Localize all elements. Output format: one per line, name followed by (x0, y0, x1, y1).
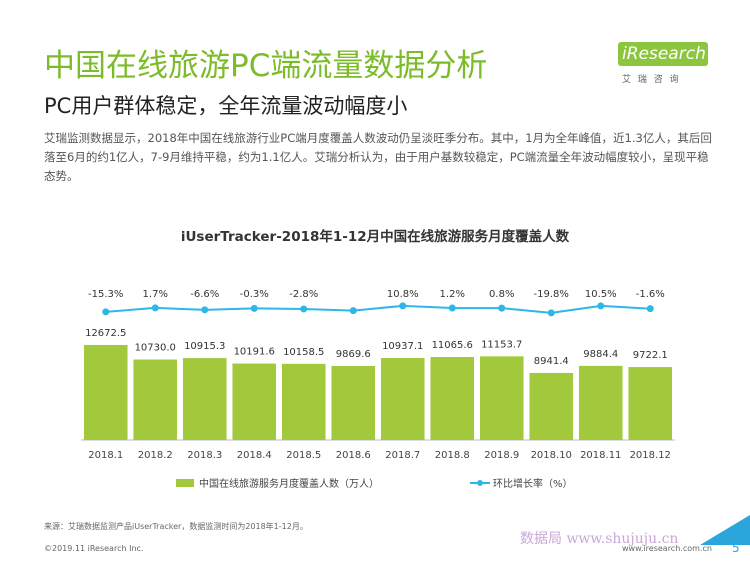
x-tick-label: 2018.10 (531, 450, 572, 461)
legend-swatch (176, 479, 194, 487)
x-tick-label: 2018.8 (435, 450, 470, 461)
line-marker (151, 304, 159, 312)
chart-title: iUserTracker-2018年1-12月中国在线旅游服务月度覆盖人数 (181, 228, 570, 245)
line-label: -15.3% (88, 289, 123, 300)
page-number: 5 (732, 541, 740, 555)
bar-label: 9869.6 (336, 349, 371, 360)
line-label: 10.5% (585, 289, 617, 300)
line-marker (597, 302, 605, 310)
line-marker (201, 306, 209, 314)
x-tick-label: 2018.5 (286, 450, 321, 461)
corner-decoration (700, 515, 750, 545)
line-marker (399, 302, 407, 310)
line-marker (646, 305, 654, 313)
legend-swatch (477, 480, 483, 486)
source: 来源：艾瑞数据监测产品iUserTracker，数据监测时间为2018年1-12… (44, 522, 308, 531)
line-marker (250, 304, 258, 312)
bar-label: 10937.1 (382, 341, 423, 352)
x-tick-label: 2018.2 (138, 450, 173, 461)
bar (479, 356, 524, 440)
logo-box (618, 42, 708, 66)
x-tick-label: 2018.1 (88, 450, 123, 461)
bar-label: 9884.4 (583, 349, 618, 360)
line-marker (300, 305, 308, 313)
line-label: -19.8% (534, 289, 569, 300)
bar (430, 357, 475, 440)
website: www.iresearch.com.cn (622, 544, 712, 553)
bar-label: 10191.6 (234, 347, 275, 358)
bar (529, 372, 574, 440)
bar-label: 11153.7 (481, 339, 522, 350)
description: 艾瑞监测数据显示，2018年中国在线旅游行业PC端月度覆盖人数波动仍呈淡旺季分布… (44, 131, 712, 183)
line-label: 0.8% (489, 289, 514, 300)
bar-label: 12672.5 (85, 328, 126, 339)
line-label: 10.8% (387, 289, 419, 300)
line-label: -1.6% (636, 289, 665, 300)
copyright: ©2019.11 iResearch Inc. (44, 544, 144, 553)
bar (628, 367, 673, 440)
line-label: -0.3% (240, 289, 269, 300)
title: 中国在线旅游PC端流量数据分析 (44, 48, 488, 84)
bar (380, 357, 425, 440)
x-tick-label: 2018.3 (187, 450, 222, 461)
bar (578, 365, 623, 440)
x-tick-label: 2018.4 (237, 450, 272, 461)
bar-label: 10158.5 (283, 347, 324, 358)
line-label: -2.8% (289, 289, 318, 300)
subtitle: PC用户群体稳定，全年流量波动幅度小 (44, 94, 408, 118)
line-marker (102, 308, 110, 316)
line-marker (498, 304, 506, 312)
x-tick-label: 2018.12 (630, 450, 671, 461)
legend-label: 环比增长率（%） (493, 477, 573, 490)
bar-label: 10915.3 (184, 341, 225, 352)
bar (232, 363, 277, 440)
bar-label: 8941.4 (534, 356, 569, 367)
bar-label: 9722.1 (633, 350, 668, 361)
bar (331, 365, 376, 440)
x-tick-label: 2018.11 (580, 450, 621, 461)
logo-tagline: 艾 瑞 咨 询 (622, 75, 681, 85)
line-label: 1.7% (143, 289, 168, 300)
logo-brand: iResearch (622, 44, 706, 64)
watermark: 数据局 www.shujuju.cn (520, 531, 679, 547)
line-marker (547, 309, 555, 317)
legend-label: 中国在线旅游服务月度覆盖人数（万人） (199, 477, 379, 490)
bar (83, 344, 128, 440)
bar-label: 11065.6 (432, 340, 473, 351)
bar (281, 363, 326, 440)
line-marker (448, 304, 456, 312)
line (105, 304, 651, 314)
x-tick-label: 2018.7 (385, 450, 420, 461)
bar (133, 359, 178, 440)
x-tick-label: 2018.9 (484, 450, 519, 461)
line-label: 1.2% (440, 289, 465, 300)
bar (182, 358, 227, 440)
line-marker (349, 307, 357, 315)
bar-label: 10730.0 (135, 343, 176, 354)
line-label: -6.6% (190, 289, 219, 300)
x-tick-label: 2018.6 (336, 450, 371, 461)
